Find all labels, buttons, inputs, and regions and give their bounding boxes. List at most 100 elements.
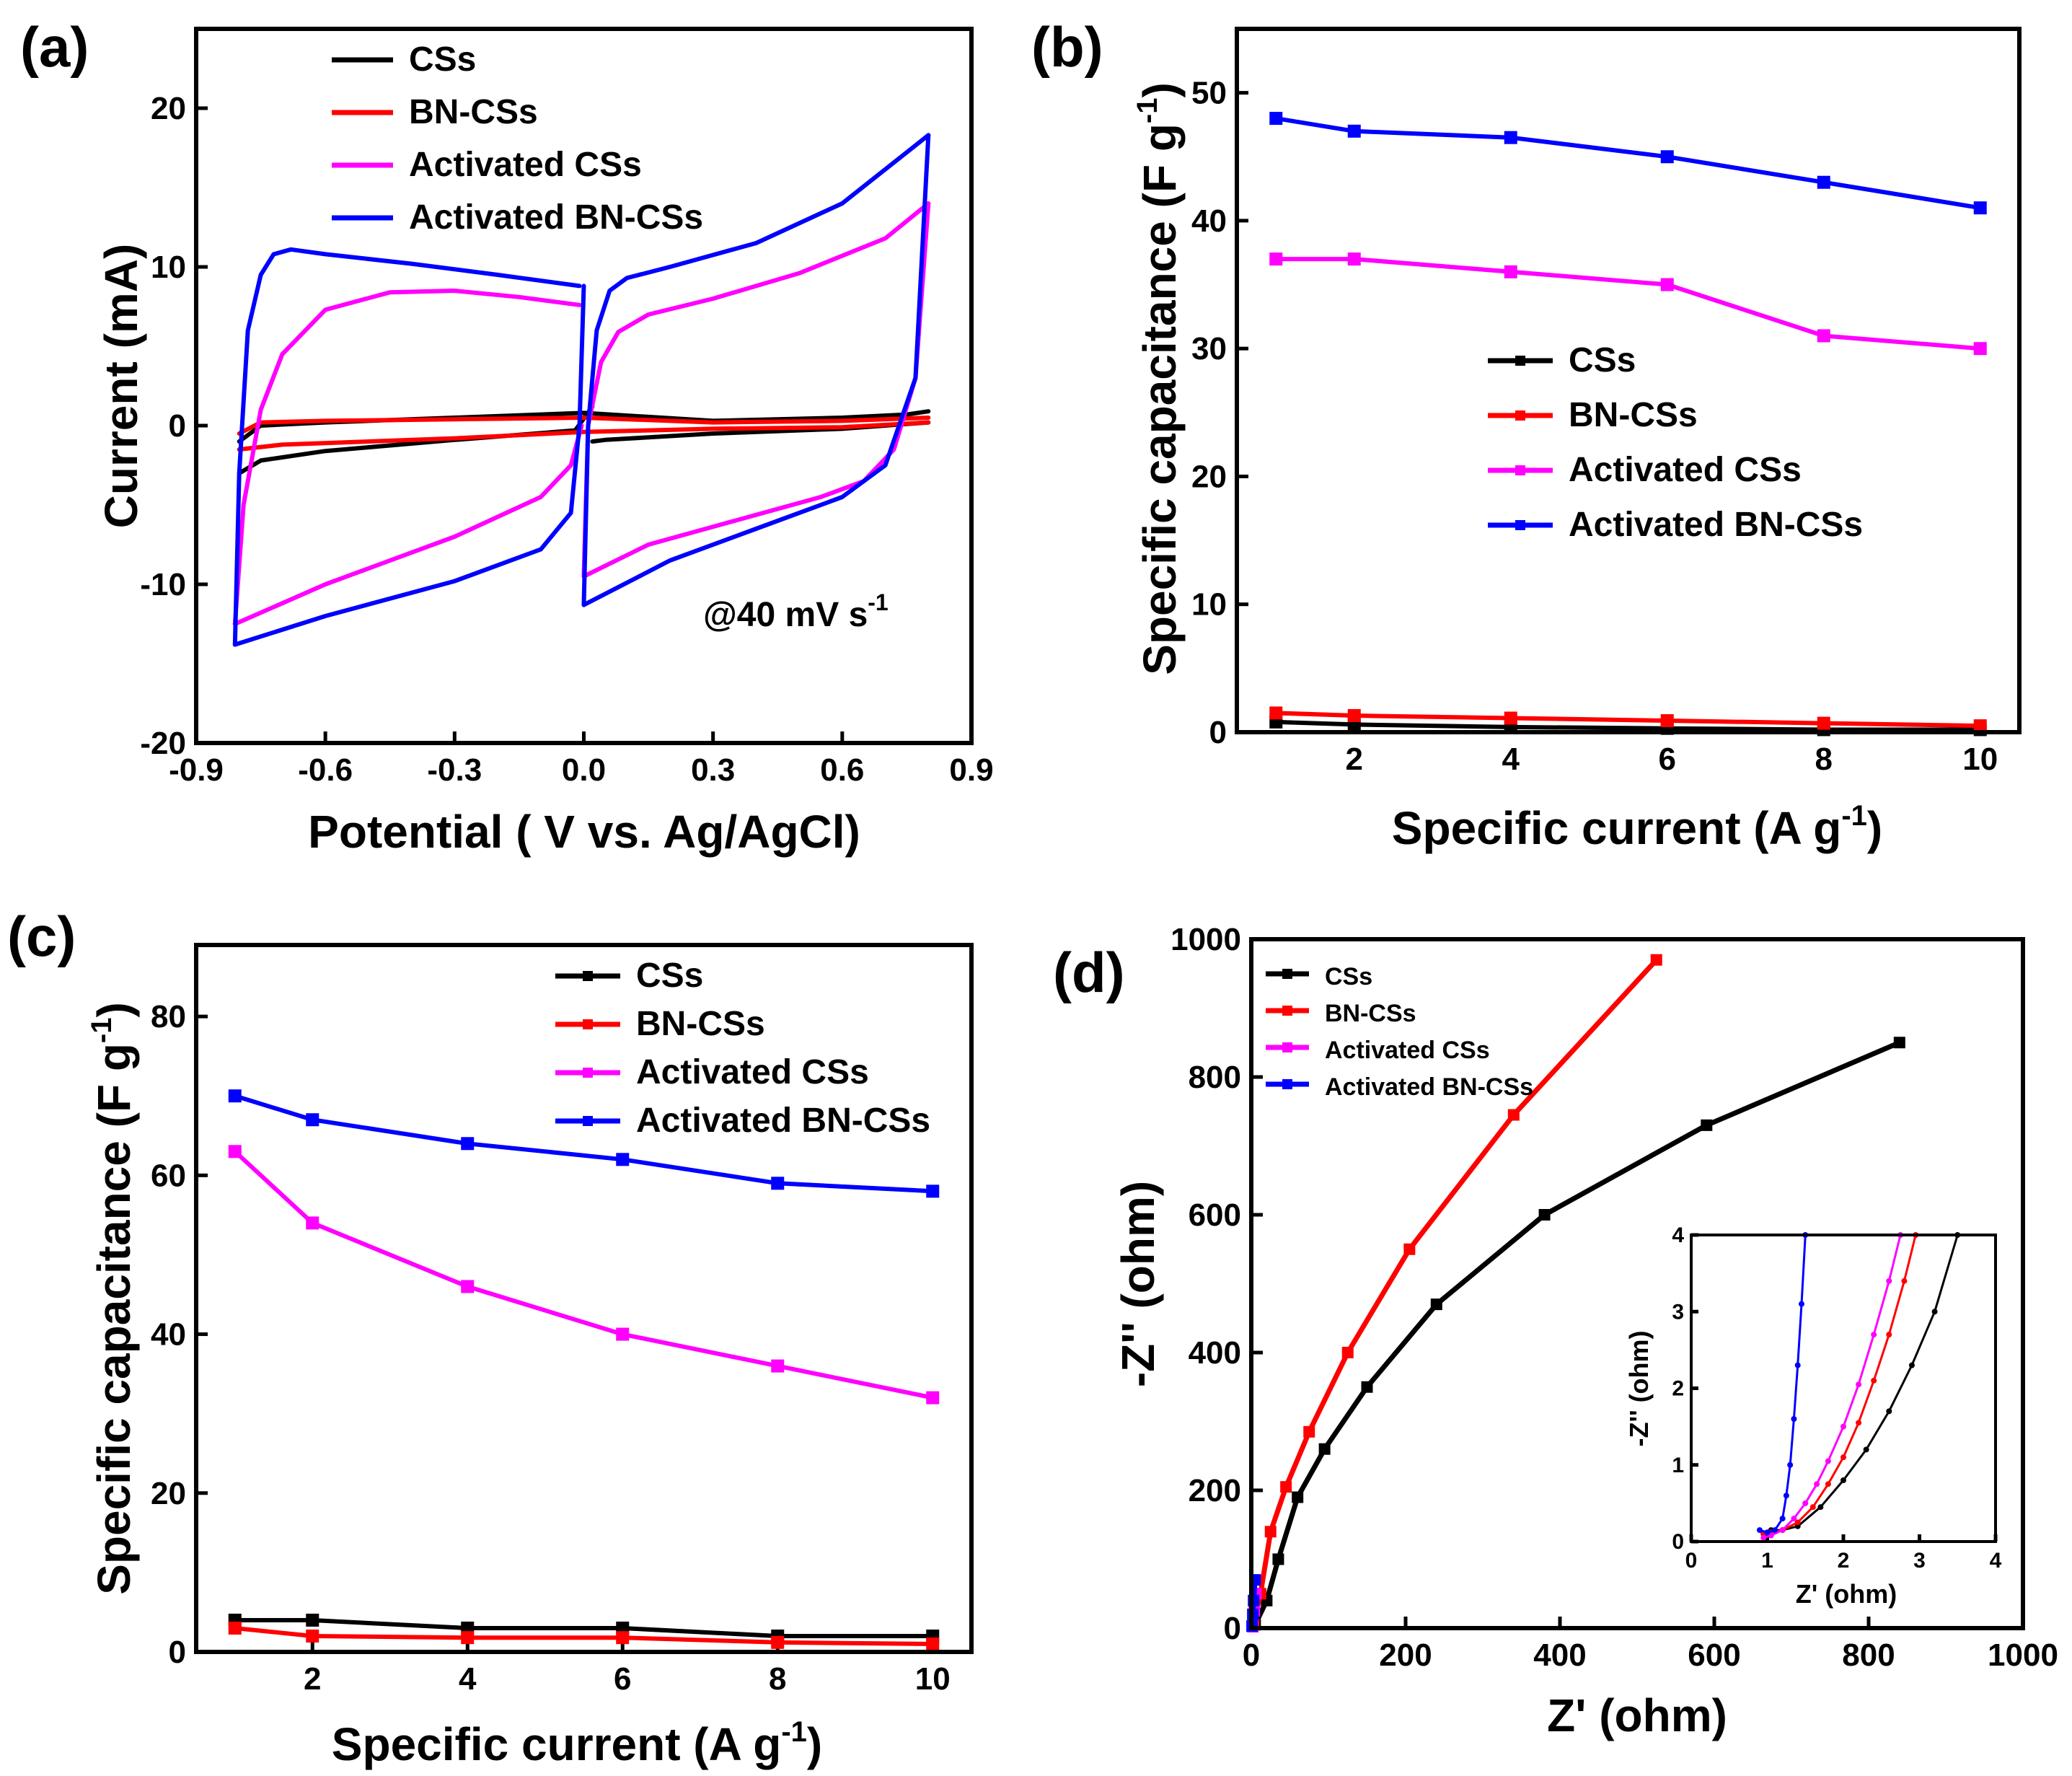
inset-point-activated-css [1779,1527,1786,1534]
panel-a-xtick-label: 0.3 [691,752,735,788]
panel-c-legend-label-css: CSs [636,957,703,995]
panel-b-xtick-label: 8 [1815,742,1833,777]
panel-b-legend-marker-bn-css [1515,410,1525,421]
panel-c-point-activated-bn-css [771,1177,785,1190]
panel-c-point-activated-bn-css [616,1153,630,1166]
inset-point-activated-bn-css [1783,1493,1789,1499]
panel-b-point-activated-bn-css [1504,131,1517,144]
panel-b-point-activated-css [1660,278,1674,291]
inset-xtick-label: 0 [1685,1549,1698,1573]
inset-point-activated-css [1760,1534,1767,1541]
panel-c-ytick-label: 40 [151,1317,186,1353]
panel-d-xtick-label: 600 [1688,1637,1740,1673]
panel-b-legend-label-activated-css: Activated CSs [1569,451,1802,489]
panel-c-xlabel-sup: -1 [781,1716,807,1748]
panel-b-xlabel-close: ) [1867,802,1882,854]
panel-a-legend-label-bn-css: BN-CSs [409,93,538,131]
panel-d-label: (d) [1053,941,1125,1004]
panel-a-curve-activated-css [581,201,931,579]
panel-c-point-bn-css [616,1631,630,1645]
panel-b-line-bn-css [1274,711,1983,729]
panel-d-point-bn-css [1280,1481,1292,1493]
panel-b-point-bn-css [1660,714,1674,728]
panel-a-xtick-label: 0.0 [562,752,606,788]
panel-a-xtick-label: 0.6 [820,752,864,788]
panel-c-legend-marker-bn-css [583,1019,593,1029]
inset-xtick-label: 3 [1913,1549,1926,1573]
panel-a-label: (a) [20,15,89,79]
inset-point-bn-css [1886,1332,1892,1338]
inset-point-activated-bn-css [1787,1461,1794,1468]
panel-c-ylabel-main: Specific capacitance (F g [88,1043,140,1595]
panel-b-ytick-label: 20 [1191,459,1227,494]
inset-point-activated-bn-css [1779,1516,1786,1522]
panel-d-legend-label-bn-css: BN-CSs [1325,1000,1416,1027]
panel-a-curve-activated-bn-css [581,133,931,607]
panel-c-xlabel-close: ) [807,1718,822,1770]
panel-b-point-activated-css [1347,252,1361,266]
inset-ylabel: -Z'' (ohm) [1624,1330,1654,1446]
panel-c-point-activated-bn-css [926,1184,940,1198]
inset-point-bn-css [1794,1519,1801,1526]
panel-c-point-activated-css [228,1145,242,1159]
panel-a-curve-activated-bn-css [232,283,586,647]
panel-c-xtick-label: 8 [769,1661,786,1697]
panel-c-point-activated-bn-css [461,1137,475,1151]
panel-b-ytick-label: 30 [1191,331,1227,366]
inset-point-bn-css [1840,1454,1846,1461]
inset-point-css [1863,1446,1869,1453]
panel-b-label: (b) [1031,15,1103,79]
panel-c-legend-label-bn-css: BN-CSs [636,1005,765,1043]
panel-b-ylabel-close: ) [1134,82,1186,97]
panel-d-legend-marker-css [1282,969,1292,979]
panel-a-curve-activated-bn-css [581,133,931,607]
panel-b-xlabel: Specific current (A g-1) [1392,800,1882,854]
inset-point-activated-bn-css [1764,1529,1771,1536]
inset-point-activated-css [1840,1423,1846,1430]
panel-b-legend-label-activated-bn-css: Activated BN-CSs [1569,506,1863,544]
inset-point-activated-bn-css [1791,1416,1797,1422]
inset-series [1756,1232,1961,1541]
panel-a-ytick-label: 0 [169,408,186,444]
panel-c-point-activated-css [616,1327,630,1341]
inset-point-css [1840,1477,1846,1483]
inset-point-bn-css [1856,1420,1862,1426]
panel-b-point-bn-css [1973,719,1987,733]
panel-b-legend: CSs BN-CSs Activated CSs Activated BN-CSs [1488,341,1863,544]
panel-b-xtick-label: 4 [1502,742,1520,777]
panel-b: (b) 2 4 6 8 10 0 10 20 30 40 50 CSs BN-CSs Activated… [1031,15,2022,854]
panel-d-legend: CSs BN-CSs Activated CSs Activated BN-CSs [1266,963,1533,1101]
inset-xtick-label: 4 [1990,1549,2002,1573]
panel-c-ylabel: Specific capacitance (F g-1) [86,1002,140,1595]
inset-point-activated-bn-css [1794,1362,1801,1368]
panel-b-frame [1235,27,2022,734]
panel-c-ylabel-sup: -1 [86,1018,118,1044]
panel-d-point-css [1430,1298,1442,1311]
panel-a-ytick-label: -10 [140,567,186,602]
panel-c-legend-label-activated-bn-css: Activated BN-CSs [636,1102,930,1140]
panel-b-xlabel-sup: -1 [1841,800,1867,832]
panel-c-label: (c) [7,905,76,968]
panel-a-curve-bn-css [237,420,931,452]
panel-a-curve-css [237,409,931,444]
panel-c-xlabel: Specific current (A g-1) [332,1716,822,1770]
inset-point-activated-css [1886,1278,1892,1284]
panel-d-point-css [1318,1443,1331,1455]
panel-a-ytick-label: 10 [151,250,186,285]
panel-c-ytick-label: 20 [151,1476,186,1511]
panel-a-legend: CSs BN-CSs Activated CSs Activated BN-CSs [332,40,703,237]
panel-c-series [228,1089,940,1650]
panel-d-legend-label-activated-css: Activated CSs [1325,1037,1490,1064]
panel-c-legend: CSs BN-CSs Activated CSs Activated BN-CSs [555,957,930,1140]
panel-c-xtick-label: 4 [459,1661,477,1697]
panel-b-ylabel: Specific capacitance (F g-1) [1132,82,1186,675]
panel-b-point-activated-bn-css [1973,201,1987,215]
panel-c-xlabel-main: Specific current (A g [332,1718,782,1770]
inset-line-activated-bn-css [1758,1234,1807,1534]
panel-c-point-activated-bn-css [306,1113,319,1127]
panel-a-ylabel: Current (mA) [95,244,147,529]
panel-c-point-activated-css [461,1280,475,1293]
panel-d-xtick-label: 200 [1379,1637,1432,1673]
panel-c-xtick-label: 2 [304,1661,321,1697]
panel-a-curve-bn-css [237,416,931,436]
